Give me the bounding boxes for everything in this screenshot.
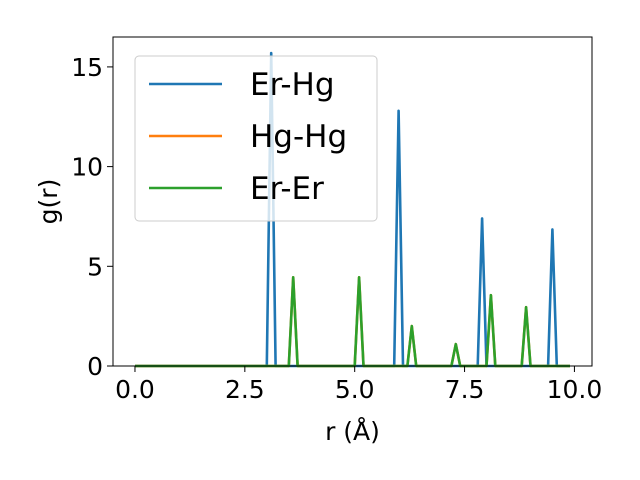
legend-label: Hg-Hg — [250, 119, 347, 155]
x-axis-label: r (Å) — [325, 417, 380, 446]
y-axis: 0 5 10 15 — [71, 53, 113, 381]
legend-label: Er-Hg — [250, 67, 335, 103]
x-axis: 0.0 2.5 5.0 7.5 10.0 — [115, 366, 602, 404]
series-line-3 — [135, 275, 570, 368]
x-tick-label: 5.0 — [335, 375, 375, 404]
x-tick-label: 7.5 — [445, 375, 485, 404]
y-tick-label: 10 — [71, 153, 103, 182]
legend: Er-Hg Hg-Hg Er-Er — [134, 55, 378, 222]
plot-frame — [112, 36, 593, 367]
y-tick-label: 5 — [87, 252, 103, 281]
y-axis-label: g(r) — [34, 179, 63, 225]
y-tick-label: 0 — [87, 352, 103, 381]
x-tick-label: 10.0 — [547, 375, 603, 404]
legend-label: Er-Er — [250, 171, 324, 207]
legend-box — [134, 55, 378, 222]
y-tick-label: 15 — [71, 53, 103, 82]
x-tick-label: 2.5 — [225, 375, 265, 404]
series-line-2 — [135, 275, 570, 368]
x-tick-label: 0.0 — [115, 375, 155, 404]
